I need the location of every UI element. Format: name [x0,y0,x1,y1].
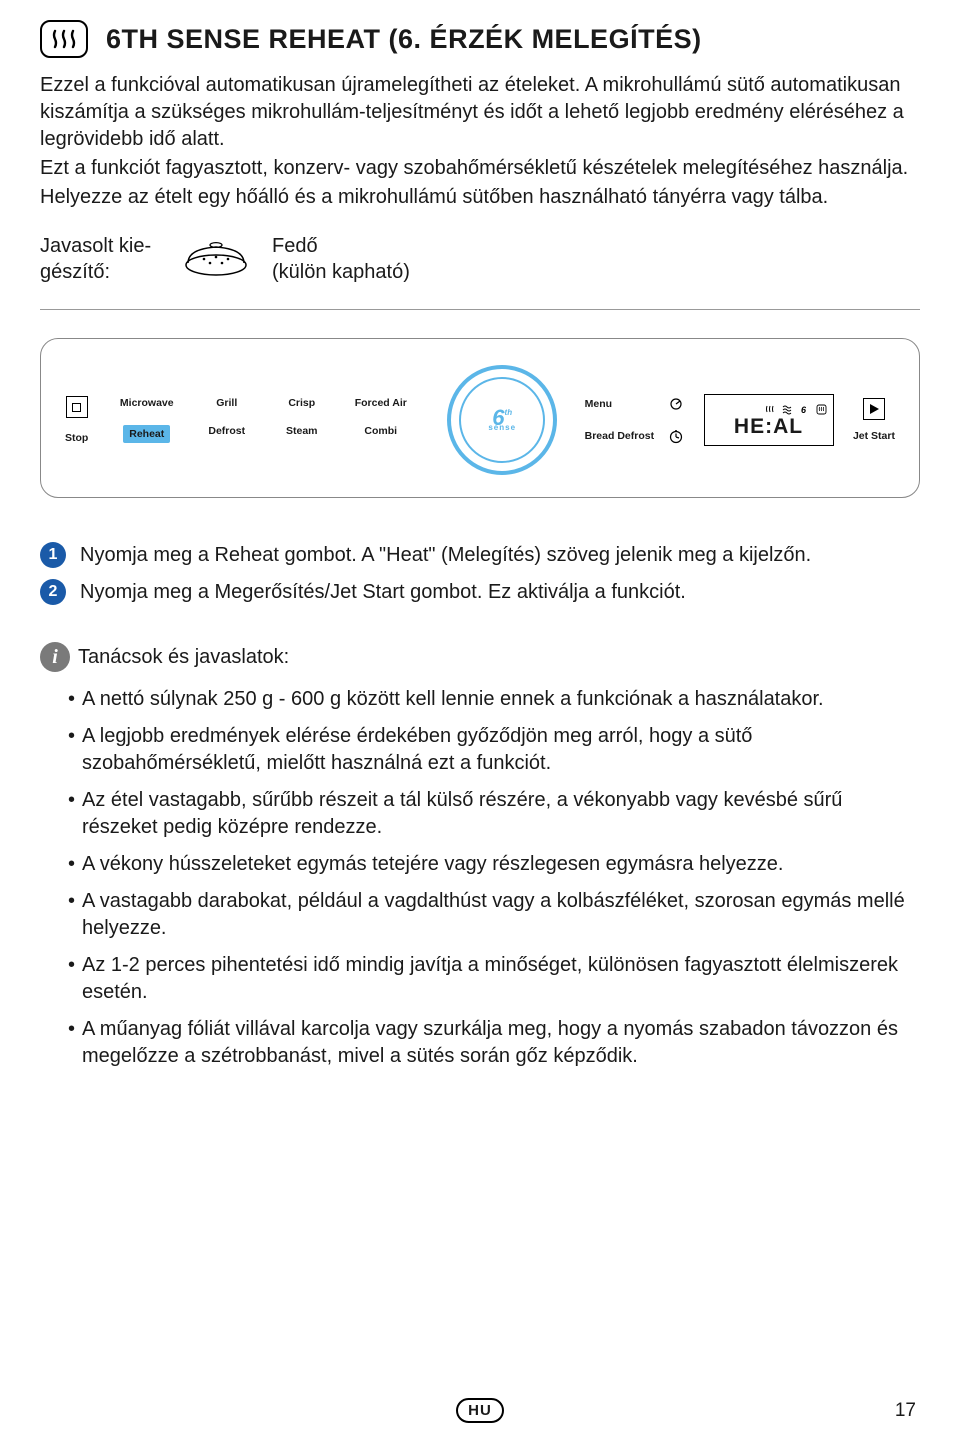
tips-list: A nettó súlynak 250 g - 600 g között kel… [40,686,920,1070]
tip-item: A nettó súlynak 250 g - 600 g között kel… [68,686,920,713]
disp-six-icon: 6 [799,404,810,415]
intro-text: Ezzel a funkcióval automatikusan újramel… [40,72,920,211]
page-title: 6TH SENSE REHEAT (6. ÉRZÉK MELEGÍTÉS) [106,24,702,55]
tip-item: Az étel vastagabb, sűrűbb részeit a tál … [68,787,920,841]
sense-dial[interactable]: 6th sense [447,365,557,475]
lid-icon [184,237,248,282]
page-number: 17 [895,1400,916,1422]
tips-title: Tanácsok és javaslatok: [78,646,289,669]
intro-p2: Ezt a funkciót fagyasztott, konzerv- vag… [40,155,920,182]
forcedair-button[interactable]: Forced Air [342,397,420,409]
info-icon: i [40,642,70,672]
grill-button[interactable]: Grill [192,397,262,409]
reheat-button[interactable]: Reheat [112,425,182,443]
jetstart-label: Jet Start [853,430,895,442]
steps-list: 1 Nyomja meg a Reheat gombot. A "Heat" (… [40,542,920,606]
control-panel: Stop Microwave Grill Crisp Forced Air Re… [40,338,920,498]
tip-item: Az 1-2 perces pihentetési idő mindig jav… [68,952,920,1006]
stop-label: Stop [65,432,88,444]
step-2: 2 Nyomja meg a Megerősítés/Jet Start gom… [40,579,920,606]
dial-logo: 6th sense [488,410,516,431]
breaddefrost-button[interactable]: Bread Defrost [585,428,654,444]
step-text: Nyomja meg a Reheat gombot. A "Heat" (Me… [80,542,811,569]
stop-button[interactable] [66,396,88,418]
language-badge: HU [456,1398,504,1423]
light-icon[interactable] [668,396,684,412]
display-screen: 6 HE:AL [704,394,834,446]
disp-steam-icon [765,404,776,415]
accessory-text: Fedő(külön kapható) [272,233,410,285]
tip-item: A legjobb eredmények elérése érdekében g… [68,723,920,777]
defrost-button[interactable]: Defrost [192,425,262,443]
menu-button[interactable]: Menu [585,396,654,412]
step-number: 1 [40,542,66,568]
tips-section: i Tanácsok és javaslatok: A nettó súlyna… [40,642,920,1070]
intro-p3: Helyezze az ételt egy hőálló és a mikroh… [40,184,920,211]
step-1: 1 Nyomja meg a Reheat gombot. A "Heat" (… [40,542,920,569]
page-footer: HU 17 [0,1398,960,1423]
clock-icon[interactable] [668,428,684,444]
intro-p1: Ezzel a funkcióval automatikusan újramel… [40,72,920,153]
microwave-button[interactable]: Microwave [112,397,182,409]
tip-item: A műanyag fóliát villával karcolja vagy … [68,1016,920,1070]
combi-button[interactable]: Combi [342,425,420,443]
reheat-mode-icon [40,20,88,58]
crisp-button[interactable]: Crisp [272,397,332,409]
jetstart-button[interactable] [863,398,885,420]
svg-text:6: 6 [801,405,807,415]
function-buttons: Microwave Grill Crisp Forced Air Reheat … [112,397,420,443]
step-number: 2 [40,579,66,605]
accessory-label: Javasolt kie-gészítő: [40,233,160,285]
disp-wave-icon [782,404,793,415]
steam-button[interactable]: Steam [272,425,332,443]
tip-item: A vastagabb darabokat, például a vagdalt… [68,888,920,942]
tip-item: A vékony hússzeleteket egymás tetejére v… [68,851,920,878]
disp-heat-icon [816,404,827,415]
step-text: Nyomja meg a Megerősítés/Jet Start gombo… [80,579,686,606]
display-text: HE:AL [705,415,833,439]
accessory-row: Javasolt kie-gészítő: Fedő(külön kapható… [40,229,920,310]
